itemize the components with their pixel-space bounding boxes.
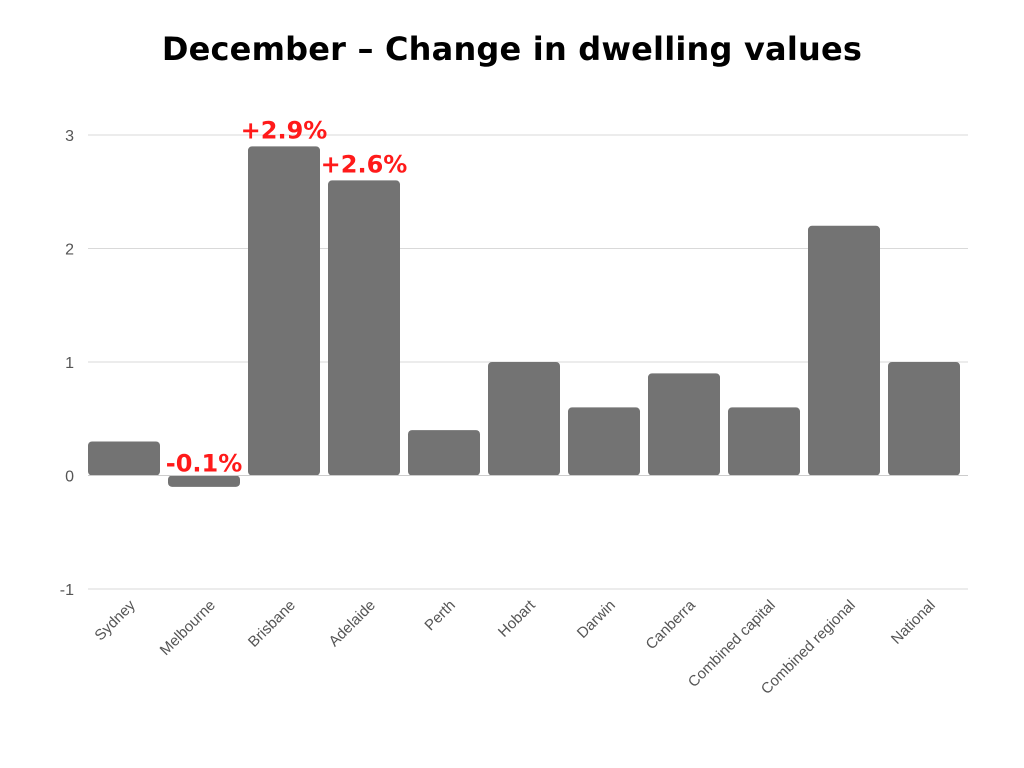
bar — [488, 362, 560, 476]
bar — [168, 475, 240, 487]
y-tick-label: 2 — [65, 242, 74, 259]
data-label: -0.1% — [166, 450, 243, 478]
bar — [808, 225, 880, 476]
bar — [408, 430, 480, 476]
bar — [328, 180, 400, 476]
x-category-label: Adelaide — [326, 597, 379, 650]
x-category-label: Sydney — [91, 596, 139, 644]
chart-title: December – Change in dwelling values — [161, 30, 863, 68]
y-tick-label: 3 — [65, 128, 74, 145]
data-label: +2.9% — [241, 116, 328, 144]
x-category-label: Canberra — [643, 596, 700, 653]
data-label: +2.6% — [321, 150, 408, 178]
bar — [568, 407, 640, 476]
x-category-label: Perth — [421, 597, 458, 634]
bar — [728, 407, 800, 476]
x-category-label: National — [888, 597, 939, 648]
x-category-label: Darwin — [574, 597, 619, 642]
y-tick-label: -1 — [60, 582, 74, 599]
y-tick-label: 1 — [65, 355, 74, 372]
x-category-label: Hobart — [495, 596, 539, 640]
x-category-label: Combined capital — [685, 597, 779, 691]
x-category-label: Brisbane — [245, 597, 299, 651]
x-category-label: Melbourne — [157, 597, 219, 659]
bar — [648, 373, 720, 476]
y-tick-label: 0 — [65, 469, 74, 486]
bar — [888, 362, 960, 476]
bar — [248, 146, 320, 476]
bar — [88, 441, 160, 476]
